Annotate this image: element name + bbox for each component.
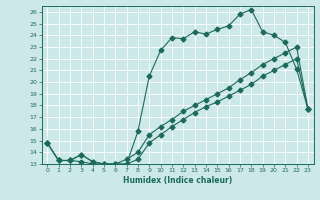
X-axis label: Humidex (Indice chaleur): Humidex (Indice chaleur) bbox=[123, 176, 232, 185]
